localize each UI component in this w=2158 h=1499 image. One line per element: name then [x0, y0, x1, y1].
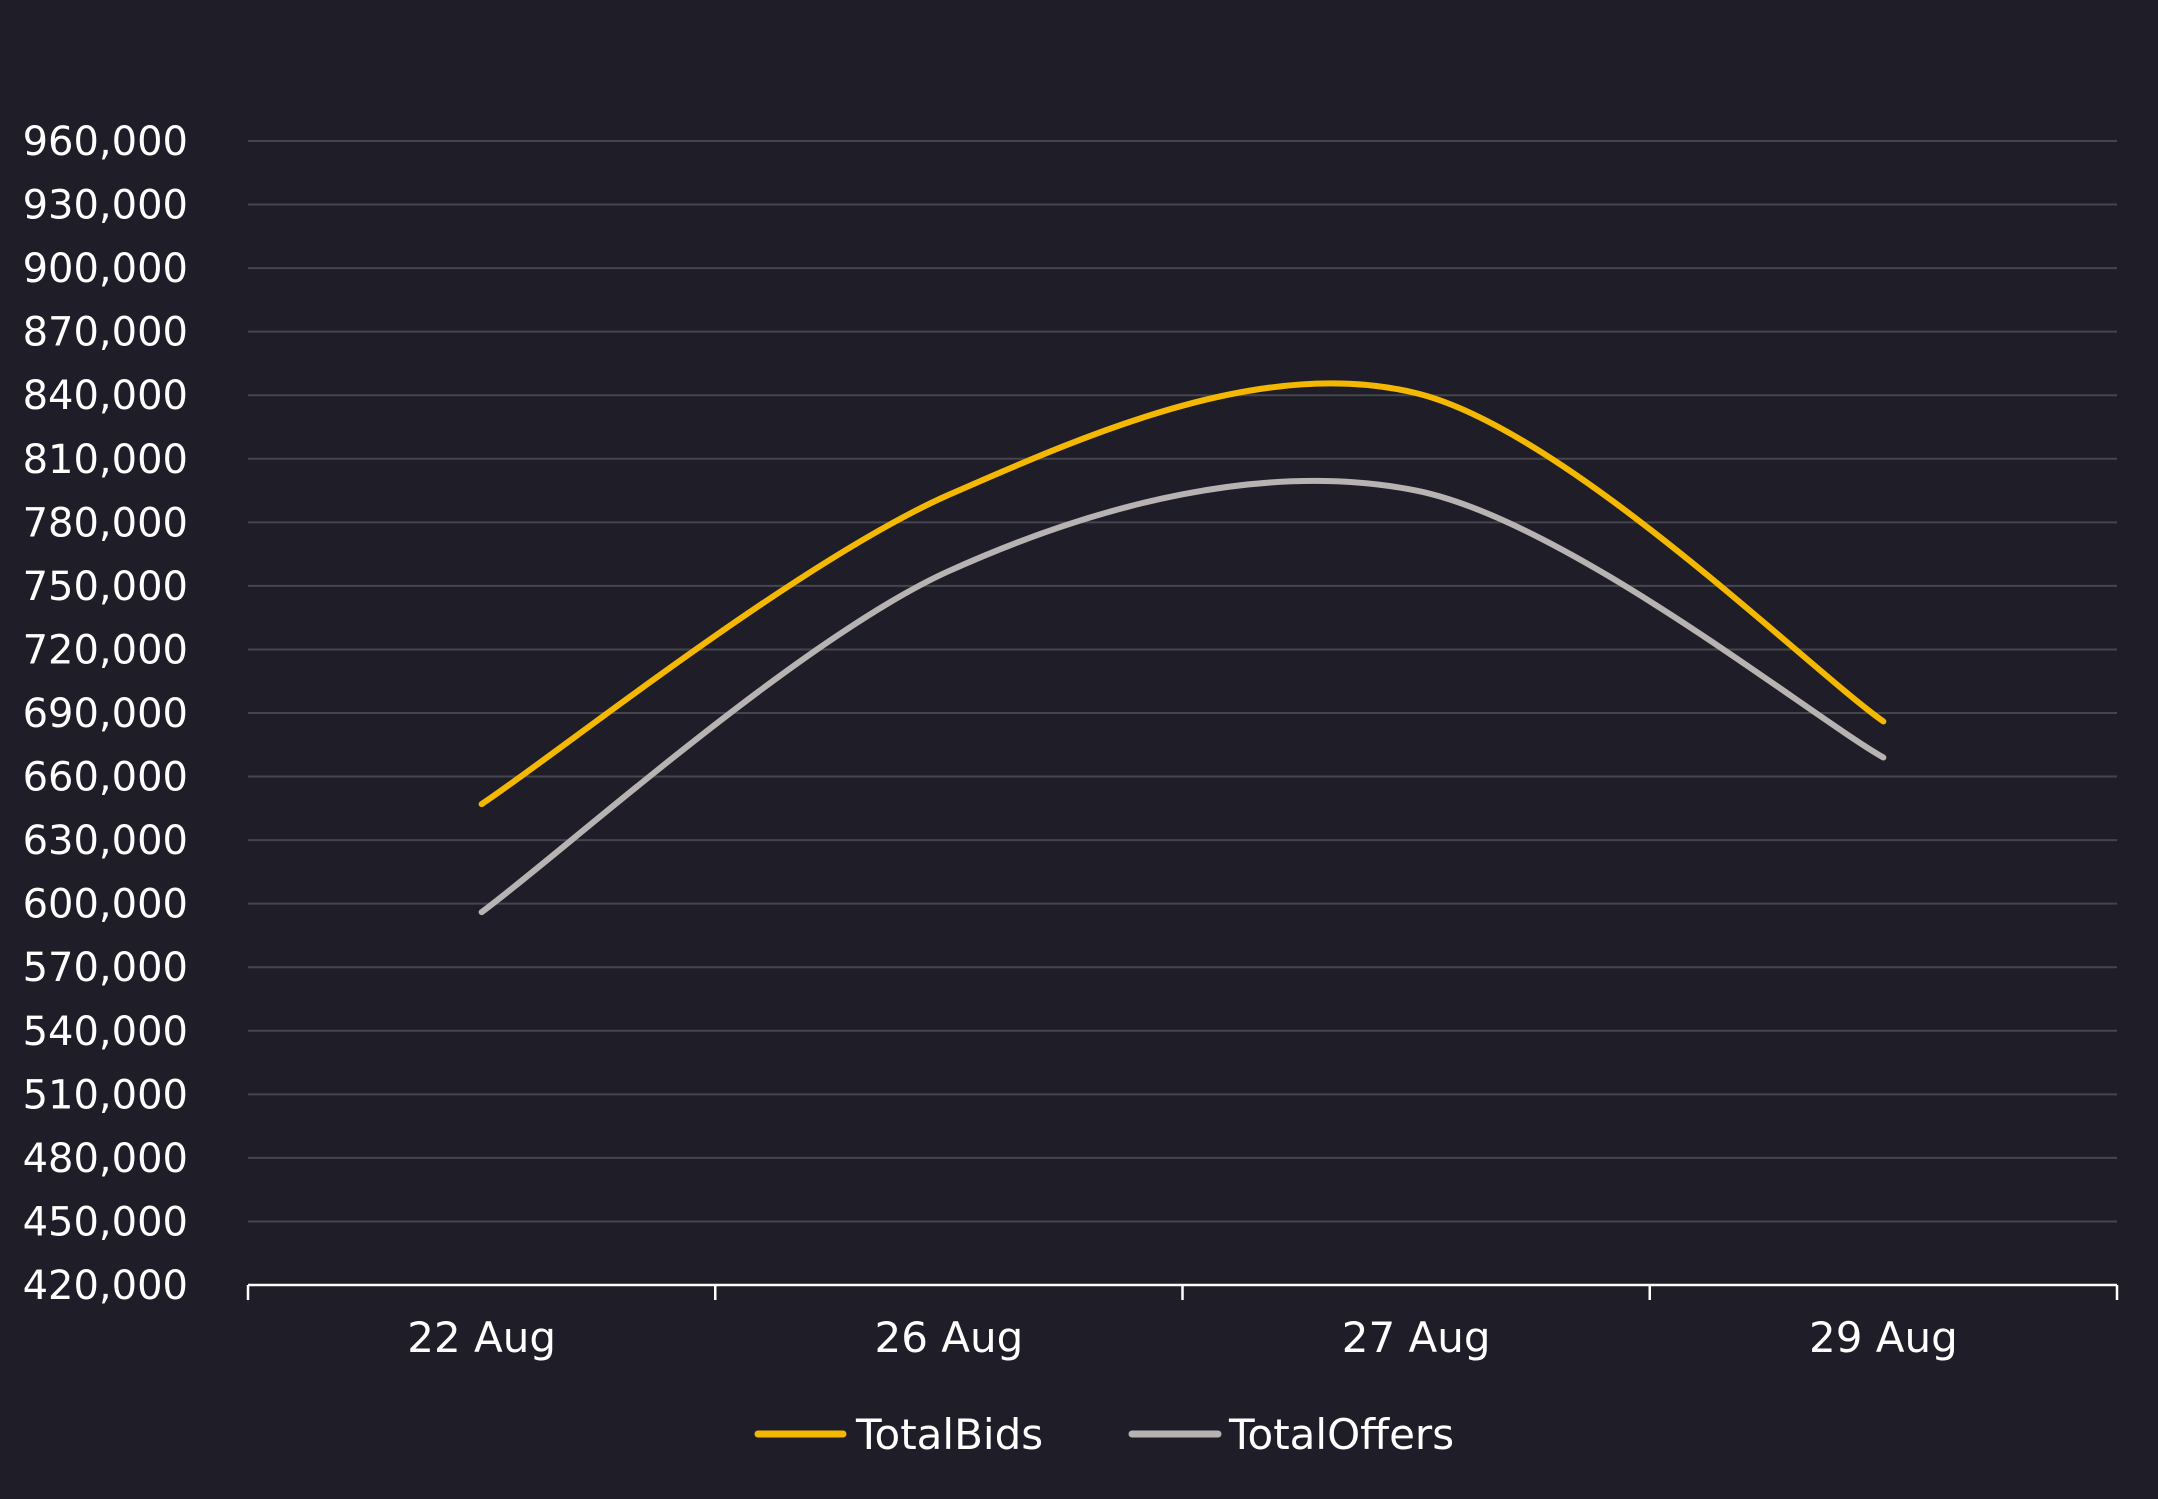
x-category-label: 27 Aug [1342, 1313, 1491, 1362]
y-tick-label: 930,000 [23, 183, 188, 229]
y-tick-label: 960,000 [23, 119, 188, 165]
y-tick-label: 750,000 [23, 564, 188, 610]
y-tick-label: 660,000 [23, 755, 188, 801]
y-tick-label: 840,000 [23, 373, 188, 419]
series-line-totalbids [478, 380, 1887, 808]
y-axis-tick-labels: 420,000 450,000 480,000 510,000 540,000 570,0… [23, 119, 188, 1309]
y-tick-label: 510,000 [23, 1072, 188, 1118]
legend-label-totalbids: TotalBids [855, 1410, 1043, 1459]
y-tick-label: 900,000 [23, 246, 188, 292]
x-category-label: 29 Aug [1809, 1313, 1958, 1362]
legend: TotalBids TotalOffers [754, 1410, 1454, 1459]
x-category-label: 22 Aug [407, 1313, 556, 1362]
x-category-label: 26 Aug [874, 1313, 1023, 1362]
y-tick-label: 810,000 [23, 437, 188, 483]
y-tick-label: 720,000 [23, 627, 188, 673]
gridlines [248, 140, 2117, 1223]
y-tick-label: 600,000 [23, 882, 188, 928]
y-tick-label: 420,000 [23, 1263, 188, 1309]
y-tick-label: 570,000 [23, 945, 188, 991]
y-tick-label: 780,000 [23, 500, 188, 546]
x-axis: 22 Aug 26 Aug 27 Aug 29 Aug [246, 1283, 2119, 1362]
y-tick-label: 690,000 [23, 691, 188, 737]
y-tick-label: 480,000 [23, 1136, 188, 1182]
series-lines [478, 380, 1887, 916]
y-tick-label: 450,000 [23, 1199, 188, 1245]
y-tick-label: 870,000 [23, 310, 188, 356]
series-line-totaloffers [478, 477, 1887, 916]
y-tick-label: 540,000 [23, 1009, 188, 1055]
y-tick-label: 630,000 [23, 818, 188, 864]
legend-label-totaloffers: TotalOffers [1228, 1410, 1454, 1459]
